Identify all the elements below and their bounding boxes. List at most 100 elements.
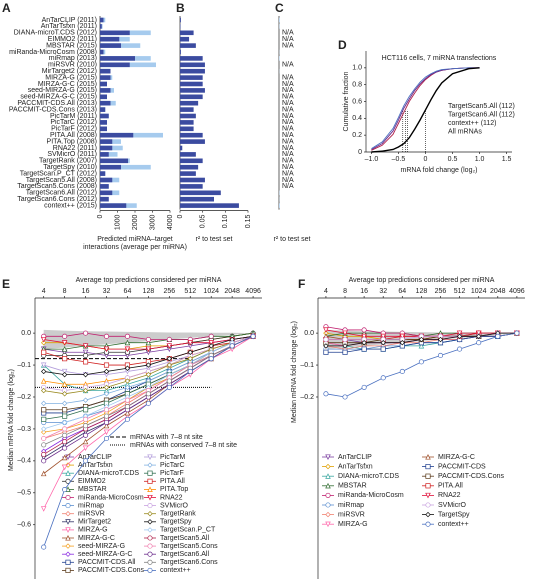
value-label: N/A <box>282 151 294 158</box>
point <box>82 371 89 378</box>
point <box>103 391 110 397</box>
point <box>61 346 68 352</box>
point <box>457 346 463 352</box>
bar <box>100 30 130 36</box>
legend-marker <box>65 559 71 565</box>
point <box>62 487 68 493</box>
point <box>437 336 444 343</box>
category-label: TargetScan.P_CT (2012) <box>20 170 97 177</box>
bar <box>100 120 107 125</box>
bar <box>180 56 203 61</box>
y-tick-label: 0.2 <box>352 132 362 139</box>
legend-marker <box>325 492 331 498</box>
legend-label: TargetScan6.All <box>160 551 209 558</box>
point <box>145 362 152 368</box>
point <box>61 464 68 471</box>
value-label: N/A <box>282 94 294 101</box>
x-tick-label: 0.05 <box>200 214 207 228</box>
x-tick-label: 0.10 <box>222 214 229 228</box>
category-label: TargetScan6.Cons (2012) <box>17 196 97 203</box>
value-label: N/A <box>282 100 294 107</box>
point <box>342 330 348 337</box>
panel-label: D <box>338 38 347 52</box>
legend-label: EIMMO2 <box>78 478 106 485</box>
category-label: TargetScan5.Cons (2008) <box>17 183 97 190</box>
point <box>124 409 131 416</box>
point <box>361 346 367 352</box>
bar <box>100 196 109 202</box>
legend-label: TargetSpy <box>438 511 470 518</box>
legend-marker <box>65 462 71 468</box>
category-label: PicTarF (2012) <box>51 126 97 133</box>
legend-marker <box>147 462 153 468</box>
bar <box>180 94 203 100</box>
category-label: TargetScan6.All (2012) <box>26 190 97 197</box>
legend-marker <box>147 486 153 492</box>
point <box>456 330 463 337</box>
bar <box>100 190 113 196</box>
x-axis-label: r² to test set <box>196 236 233 243</box>
x-tick-label: 4000 <box>167 214 174 230</box>
point <box>208 333 214 339</box>
point <box>476 340 482 346</box>
legend-label: PicTarF <box>160 470 184 477</box>
point <box>124 416 131 422</box>
legend-marker <box>65 567 71 573</box>
x-tick-label: 32 <box>103 288 111 295</box>
bar <box>180 171 196 176</box>
category-label: RNA22 (2011) <box>53 145 97 152</box>
value-label: N/A <box>282 177 294 184</box>
point <box>103 435 110 442</box>
x-tick-label: 0 <box>424 156 428 163</box>
legend-label: All mRNAs <box>448 128 482 135</box>
bar <box>180 184 203 189</box>
y-axis-label: Median mRNA fold change (log₂) <box>8 369 15 471</box>
point <box>83 330 89 336</box>
bar <box>180 88 205 93</box>
panel-label: C <box>275 1 284 15</box>
value-label: N/A <box>282 132 294 139</box>
point <box>208 356 214 362</box>
bar <box>100 17 104 23</box>
value-label: N/A <box>282 119 294 126</box>
point <box>103 346 110 353</box>
bar <box>100 126 107 132</box>
bar <box>100 152 109 157</box>
legend-label: context++ <box>438 521 469 528</box>
point <box>166 355 173 362</box>
value-label: N/A <box>282 164 294 171</box>
bar <box>100 132 134 138</box>
point <box>61 368 68 375</box>
category-label: TargetScan5.All (2008) <box>26 177 97 184</box>
legend-label: miRanda-MicroCosm <box>78 494 144 501</box>
legend-label: MIRZA-G <box>338 521 368 528</box>
legend-marker <box>325 511 331 518</box>
x-tick-label: 1.0 <box>475 156 485 163</box>
point <box>61 371 68 378</box>
x-tick-label: 16 <box>360 288 368 295</box>
value-label: N/A <box>282 42 294 49</box>
value-label: N/A <box>282 87 294 94</box>
category-label: seed-MIRZA-G-C (2015) <box>20 94 97 101</box>
legend-marker <box>65 494 71 501</box>
point <box>103 333 110 339</box>
category-label: SVMicrO (2011) <box>47 151 97 158</box>
point <box>62 439 68 445</box>
bar <box>180 107 194 112</box>
x-tick-label: 128 <box>143 288 155 295</box>
legend-marker <box>147 535 153 541</box>
point <box>145 400 151 406</box>
value-label: N/A <box>282 81 294 88</box>
point <box>62 413 68 419</box>
point <box>41 442 47 448</box>
legend-marker <box>65 543 71 549</box>
legend-label: PicTarC <box>160 462 185 469</box>
series-line <box>43 342 233 395</box>
legend-label: MIRZA-G <box>78 527 108 534</box>
bar <box>180 36 190 42</box>
legend-marker <box>147 559 153 565</box>
legend-label: TargetRank <box>160 511 196 518</box>
x-tick-label: 3000 <box>149 214 156 230</box>
legend-marker <box>65 503 71 509</box>
